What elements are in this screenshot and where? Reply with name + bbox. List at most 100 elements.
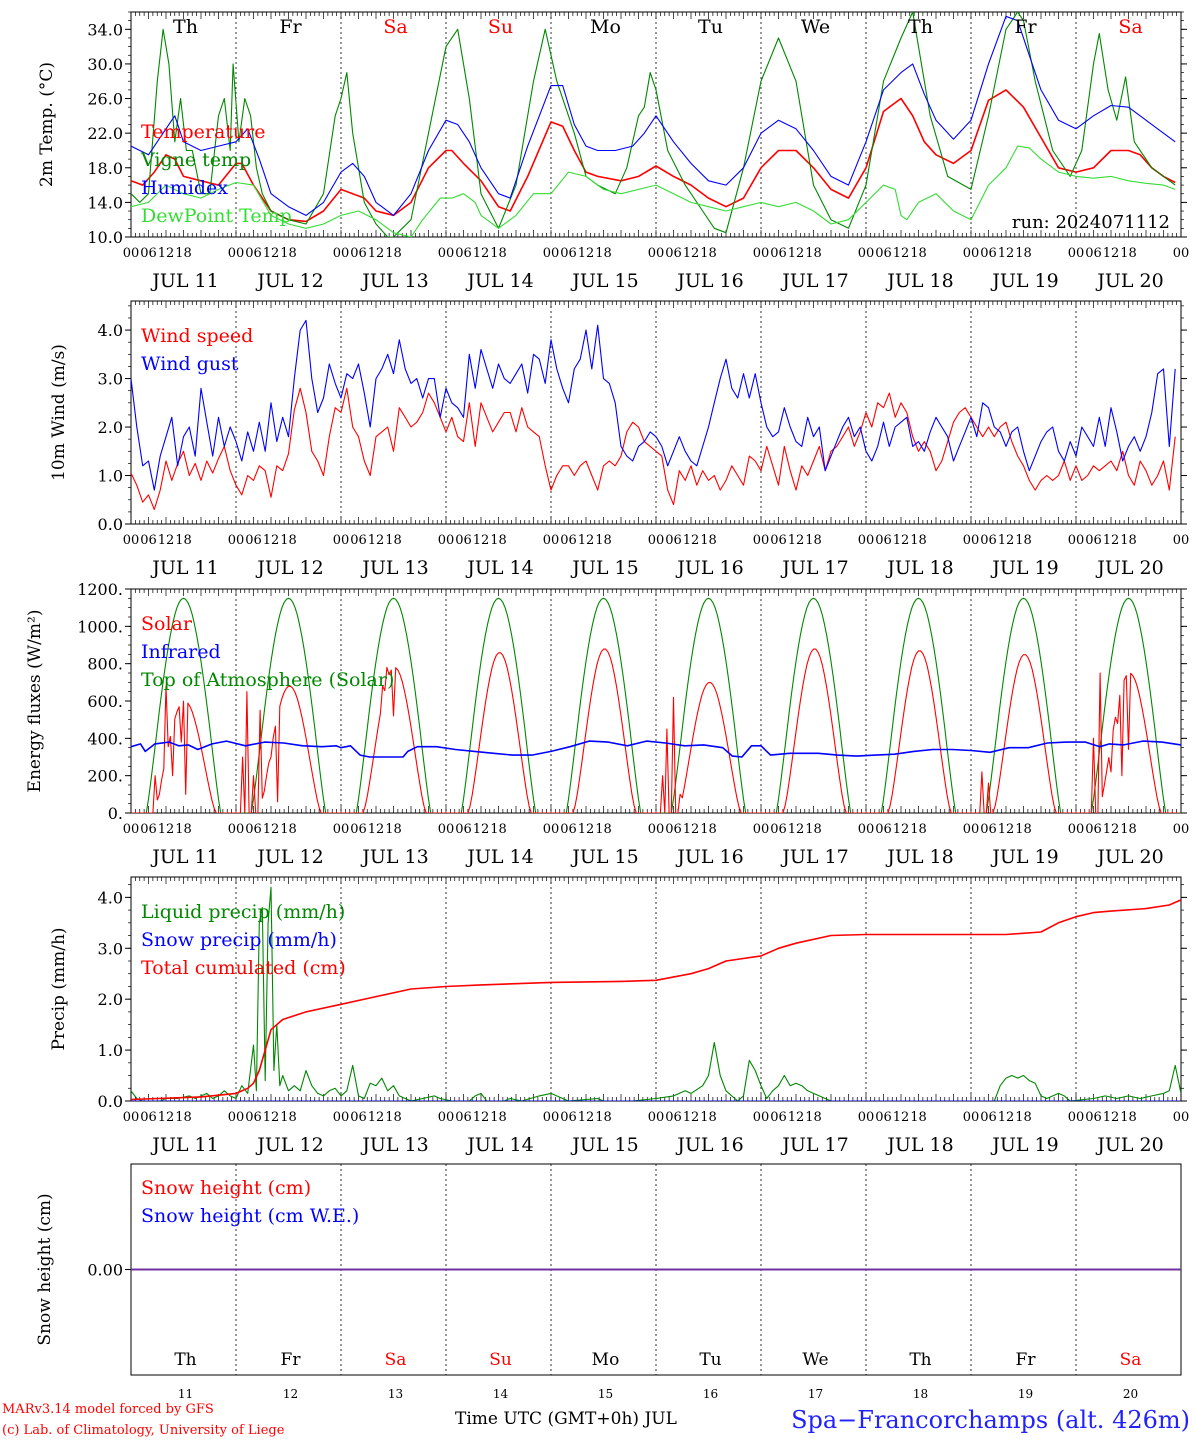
hour-tick-label: 06 bbox=[455, 1110, 472, 1125]
hour-tick-label: 12 bbox=[998, 246, 1015, 261]
hour-tick-label: 00 bbox=[648, 533, 665, 548]
snow-day-name: Fr bbox=[281, 1350, 302, 1370]
hour-tick-label: 18 bbox=[385, 1110, 402, 1125]
hour-tick-label: 12 bbox=[158, 822, 175, 837]
snow-day-name: Tu bbox=[699, 1350, 721, 1370]
date-label: JUL 11 bbox=[150, 557, 218, 579]
date-label: JUL 17 bbox=[780, 846, 848, 868]
hour-tick-label: 18 bbox=[385, 822, 402, 837]
date-label: JUL 15 bbox=[570, 1134, 638, 1156]
hour-tick-label: 18 bbox=[1015, 822, 1032, 837]
hour-tick-label: 00 bbox=[1068, 822, 1085, 837]
hour-tick-label: 06 bbox=[875, 1110, 892, 1125]
temperature-series-0 bbox=[131, 89, 1176, 223]
hour-tick-label: 06 bbox=[350, 246, 367, 261]
hour-tick-label: 06 bbox=[875, 822, 892, 837]
solar-line bbox=[131, 648, 1179, 813]
date-label: JUL 11 bbox=[150, 1134, 218, 1156]
hour-tick-label: 06 bbox=[350, 1110, 367, 1125]
date-label: JUL 17 bbox=[780, 557, 848, 579]
date-label: JUL 11 bbox=[150, 270, 218, 292]
hour-tick-label: 00 bbox=[438, 822, 455, 837]
hour-tick-label: 00 bbox=[1068, 533, 1085, 548]
hour-tick-label: 12 bbox=[473, 533, 490, 548]
day-number-label: 18 bbox=[913, 1387, 928, 1401]
hour-tick-label: 00 bbox=[753, 1110, 770, 1125]
hour-tick-label: 12 bbox=[998, 1110, 1015, 1125]
precip-y-tick-label: 0.0 bbox=[98, 1092, 123, 1111]
hour-tick-label: 18 bbox=[280, 822, 297, 837]
hour-tick-label: 06 bbox=[770, 822, 787, 837]
temperature-series-2 bbox=[131, 15, 1176, 216]
date-label: JUL 16 bbox=[675, 1134, 743, 1156]
day-number-label: 15 bbox=[598, 1387, 613, 1401]
hour-tick-label: 18 bbox=[700, 533, 717, 548]
hour-tick-label: 12 bbox=[578, 822, 595, 837]
hour-tick-label: 00 bbox=[333, 1110, 350, 1125]
hour-tick-label: 18 bbox=[175, 246, 192, 261]
hour-tick-label: 18 bbox=[1120, 1110, 1137, 1125]
energy-legend-entry: Solar bbox=[141, 613, 193, 635]
day-number-label: 19 bbox=[1018, 1387, 1033, 1401]
wind-y-tick-label: 2.0 bbox=[98, 418, 123, 437]
wind-legend-entry: Wind speed bbox=[141, 325, 253, 347]
hour-tick-label: 18 bbox=[175, 1110, 192, 1125]
date-label: JUL 12 bbox=[255, 846, 323, 868]
hour-tick-label: 12 bbox=[473, 1110, 490, 1125]
hour-tick-label: 18 bbox=[1120, 533, 1137, 548]
temperature-y-axis-label: 2m Temp. (°C) bbox=[37, 62, 57, 187]
hour-tick-label: 06 bbox=[875, 246, 892, 261]
credit-line-2: (c) Lab. of Climatology, University of L… bbox=[2, 1423, 285, 1438]
hour-tick-label: 06 bbox=[245, 246, 262, 261]
hour-tick-label: 00 bbox=[963, 1110, 980, 1125]
hour-tick-label: 00 bbox=[543, 1110, 560, 1125]
day-name-label: Fr bbox=[279, 16, 302, 38]
date-label: JUL 16 bbox=[675, 557, 743, 579]
date-label: JUL 20 bbox=[1095, 557, 1163, 579]
day-name-label: Th bbox=[908, 16, 933, 38]
hour-tick-label: 18 bbox=[595, 822, 612, 837]
energy-y-tick-label: 0. bbox=[108, 804, 123, 823]
precip-legend-entry: Liquid precip (mm/h) bbox=[141, 901, 345, 923]
hour-tick-label: 12 bbox=[683, 822, 700, 837]
snow-day-name: Th bbox=[909, 1350, 931, 1370]
hour-tick-label: 06 bbox=[455, 822, 472, 837]
hour-tick-label: 12 bbox=[263, 533, 280, 548]
hour-tick-label: 00 bbox=[123, 1110, 140, 1125]
wind-y-tick-label: 3.0 bbox=[98, 370, 123, 389]
hour-tick-label: 00 bbox=[648, 246, 665, 261]
wind-y-axis-label: 10m Wind (m/s) bbox=[49, 344, 69, 481]
hour-tick-label: 00 bbox=[963, 246, 980, 261]
date-label: JUL 17 bbox=[780, 270, 848, 292]
hour-tick-label: 06 bbox=[350, 533, 367, 548]
hour-tick-label: 12 bbox=[473, 822, 490, 837]
hour-tick-label: 00 bbox=[123, 246, 140, 261]
snow-legend-entry: Snow height (cm W.E.) bbox=[141, 1205, 359, 1227]
temperature-y-tick-label: 14.0 bbox=[87, 193, 123, 212]
date-label: JUL 16 bbox=[675, 270, 743, 292]
day-number-label: 14 bbox=[493, 1387, 509, 1401]
hour-tick-label: 06 bbox=[665, 1110, 682, 1125]
precip-series-2 bbox=[131, 899, 1181, 1101]
date-label: JUL 15 bbox=[570, 557, 638, 579]
hour-tick-label: 00 bbox=[438, 1110, 455, 1125]
energy-series-group bbox=[131, 597, 1181, 813]
day-name-label: Sa bbox=[1118, 16, 1142, 38]
date-label: JUL 12 bbox=[255, 557, 323, 579]
hour-tick-label: 12 bbox=[158, 1110, 175, 1125]
hour-tick-label: 00 bbox=[333, 246, 350, 261]
credit-line-1: MARv3.14 model forced by GFS bbox=[2, 1402, 214, 1417]
hour-tick-label: 12 bbox=[578, 246, 595, 261]
date-label: JUL 13 bbox=[360, 1134, 428, 1156]
hour-tick-label: 00 bbox=[543, 246, 560, 261]
date-label: JUL 14 bbox=[465, 846, 533, 868]
date-label: JUL 11 bbox=[150, 846, 218, 868]
snow-legend-entry: Snow height (cm) bbox=[141, 1177, 311, 1199]
date-label: JUL 19 bbox=[990, 270, 1058, 292]
snow-y-tick-label: 0.00 bbox=[87, 1261, 123, 1280]
wind-series-0 bbox=[131, 387, 1176, 511]
hour-tick-label: 00 bbox=[1173, 1110, 1190, 1125]
date-label: JUL 14 bbox=[465, 1134, 533, 1156]
hour-tick-label: 06 bbox=[980, 246, 997, 261]
